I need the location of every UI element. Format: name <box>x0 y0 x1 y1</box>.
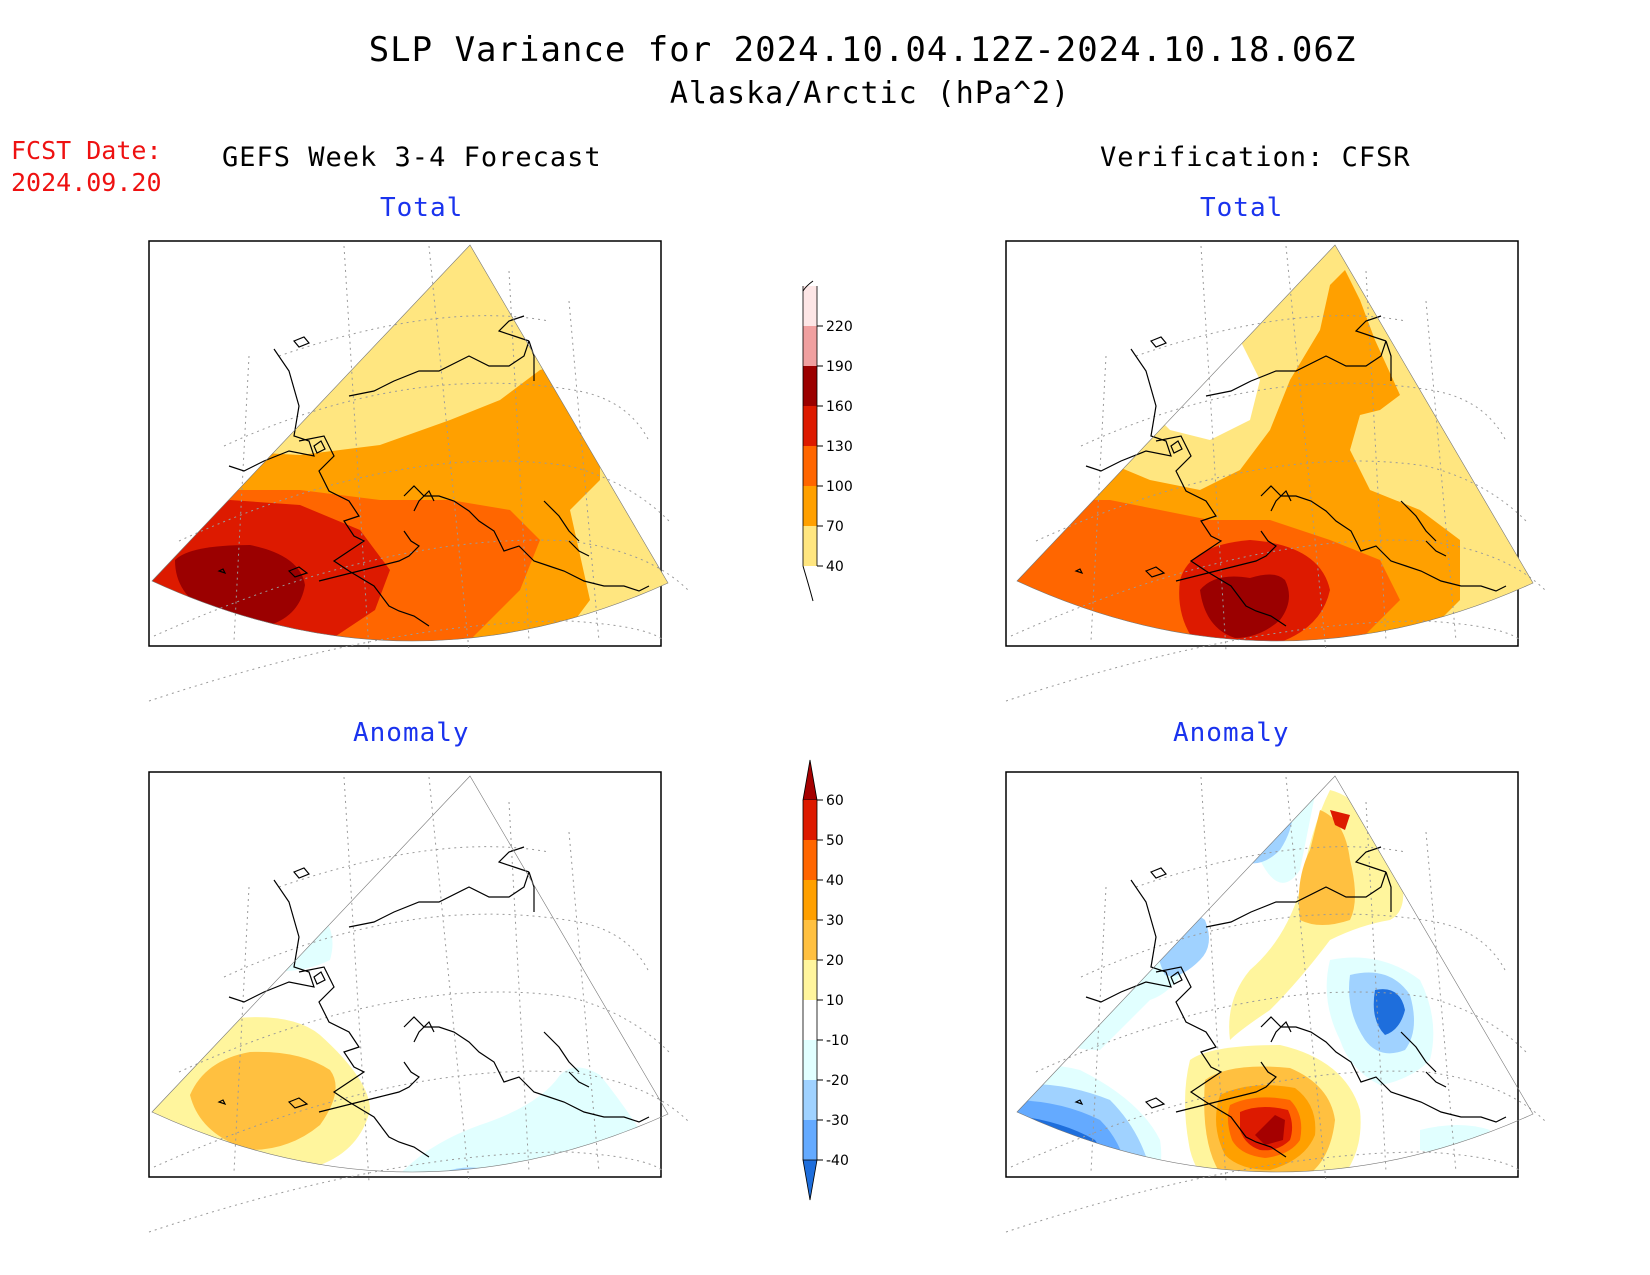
anomaly-colorbar-tick-label: 20 <box>826 953 844 969</box>
verification-anomaly-map <box>1005 771 1547 1233</box>
verification-anomaly-subtitle: Anomaly <box>1173 718 1290 748</box>
anomaly-colorbar-segment <box>803 1080 817 1120</box>
total-colorbar-segment <box>803 526 817 566</box>
total-colorbar-segment <box>803 326 817 366</box>
total-colorbar: 220 190 160 130 100 70 40 <box>802 280 853 602</box>
forecast-anomaly-map <box>148 771 690 1233</box>
anomaly-colorbar-tick-label: -40 <box>826 1153 849 1169</box>
total-colorbar-segment <box>803 366 817 406</box>
verification-total-subtitle: Total <box>1200 193 1284 223</box>
forecast-total-subtitle: Total <box>380 193 464 223</box>
total-colorbar-tick-label: 190 <box>826 359 853 375</box>
total-colorbar-segment <box>803 286 817 326</box>
total-colorbar-tick-label: 40 <box>826 559 844 575</box>
anomaly-colorbar-segment <box>803 800 817 840</box>
dark-red-field-area <box>1200 574 1289 638</box>
anomaly-colorbar-tick-label: 10 <box>826 993 844 1009</box>
forecast-date-value: 2024.09.20 <box>11 168 162 197</box>
total-colorbar-tick-label: 220 <box>826 319 853 335</box>
anomaly-colorbar-segment <box>802 1159 818 1201</box>
anomaly-colorbar-tick-label: -10 <box>826 1033 849 1049</box>
anomaly-colorbar-segment <box>803 960 817 1000</box>
dark-red-field-area <box>1255 1115 1285 1145</box>
total-colorbar-tick-label: 70 <box>826 519 844 535</box>
anomaly-colorbar-segment <box>803 1040 817 1080</box>
total-colorbar-segment <box>803 486 817 526</box>
verification-column-header: Verification: CFSR <box>1100 142 1411 173</box>
anomaly-colorbar-segment <box>803 1000 817 1040</box>
total-colorbar-tick-label: 130 <box>826 439 853 455</box>
gold-field-area <box>190 1051 336 1150</box>
forecast-total-map <box>148 240 690 702</box>
anomaly-colorbar-tick-label: 50 <box>826 833 844 849</box>
anomaly-colorbar-tick-label: -30 <box>826 1113 849 1129</box>
figure-title: SLP Variance for 2024.10.04.12Z-2024.10.… <box>368 30 1357 70</box>
anomaly-colorbar-tick-label: -20 <box>826 1073 849 1089</box>
total-colorbar-tick-label: 100 <box>826 479 853 495</box>
verification-total-map <box>1005 240 1547 702</box>
gold-field-area <box>1298 810 1355 925</box>
total-colorbar-segment <box>803 406 817 446</box>
anomaly-colorbar-tick-label: 40 <box>826 873 844 889</box>
anomaly-colorbar-segment <box>803 1120 817 1160</box>
forecast-date-label: FCST Date: <box>11 136 162 165</box>
anomaly-colorbar-tick-label: 60 <box>826 793 844 809</box>
forecast-anomaly-subtitle: Anomaly <box>353 718 470 748</box>
anomaly-colorbar-segment <box>803 840 817 880</box>
anomaly-colorbar-segment <box>803 880 817 920</box>
anomaly-colorbar-segment <box>803 920 817 960</box>
total-colorbar-tick-label: 160 <box>826 399 853 415</box>
red-field-area <box>1330 810 1350 830</box>
anomaly-colorbar: 60 50 40 30 20 10 -10 -20 -30 -40 <box>802 759 849 1201</box>
dark-blue-field-area <box>1373 989 1405 1035</box>
figure-subtitle: Alaska/Arctic (hPa^2) <box>669 76 1071 111</box>
anomaly-colorbar-segment <box>802 759 818 801</box>
forecast-column-header: GEFS Week 3-4 Forecast <box>222 142 602 173</box>
total-colorbar-segment <box>803 446 817 486</box>
anomaly-colorbar-tick-label: 30 <box>826 913 844 929</box>
